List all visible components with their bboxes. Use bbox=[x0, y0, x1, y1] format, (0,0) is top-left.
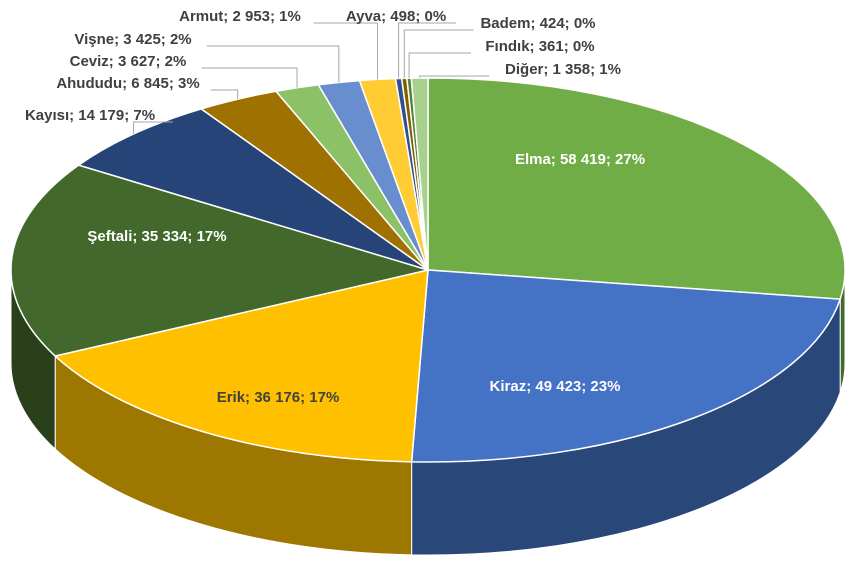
slice bbox=[10, 164, 431, 357]
data-label: Badem; 424; 0% bbox=[480, 15, 595, 32]
leader-line bbox=[206, 45, 340, 83]
slice bbox=[53, 269, 429, 463]
leader-line bbox=[419, 75, 490, 79]
data-label: Ceviz; 3 627; 2% bbox=[70, 53, 187, 70]
leader-line bbox=[398, 22, 456, 79]
data-label: Kayısı; 14 179; 7% bbox=[25, 107, 155, 124]
leader-line bbox=[408, 52, 471, 79]
data-label: Ahududu; 6 845; 3% bbox=[56, 75, 199, 92]
data-label: Elma; 58 419; 27% bbox=[515, 151, 645, 168]
data-label: Fındık; 361; 0% bbox=[485, 38, 594, 55]
leader-line bbox=[201, 67, 298, 88]
leader-line bbox=[133, 121, 173, 135]
data-label: Armut; 2 953; 1% bbox=[179, 8, 301, 25]
data-label: Ayva; 498; 0% bbox=[346, 8, 446, 25]
data-label: Kiraz; 49 423; 23% bbox=[490, 378, 621, 395]
data-label: Erik; 36 176; 17% bbox=[217, 389, 340, 406]
slice bbox=[427, 77, 846, 300]
data-label: Diğer; 1 358; 1% bbox=[505, 61, 621, 78]
leader-line bbox=[313, 22, 378, 80]
data-label: Şeftali; 35 334; 17% bbox=[87, 228, 226, 245]
data-label: Vişne; 3 425; 2% bbox=[74, 31, 191, 48]
leader-line bbox=[403, 29, 474, 79]
leader-line bbox=[210, 89, 239, 100]
slice bbox=[76, 108, 429, 271]
slice bbox=[410, 269, 842, 463]
